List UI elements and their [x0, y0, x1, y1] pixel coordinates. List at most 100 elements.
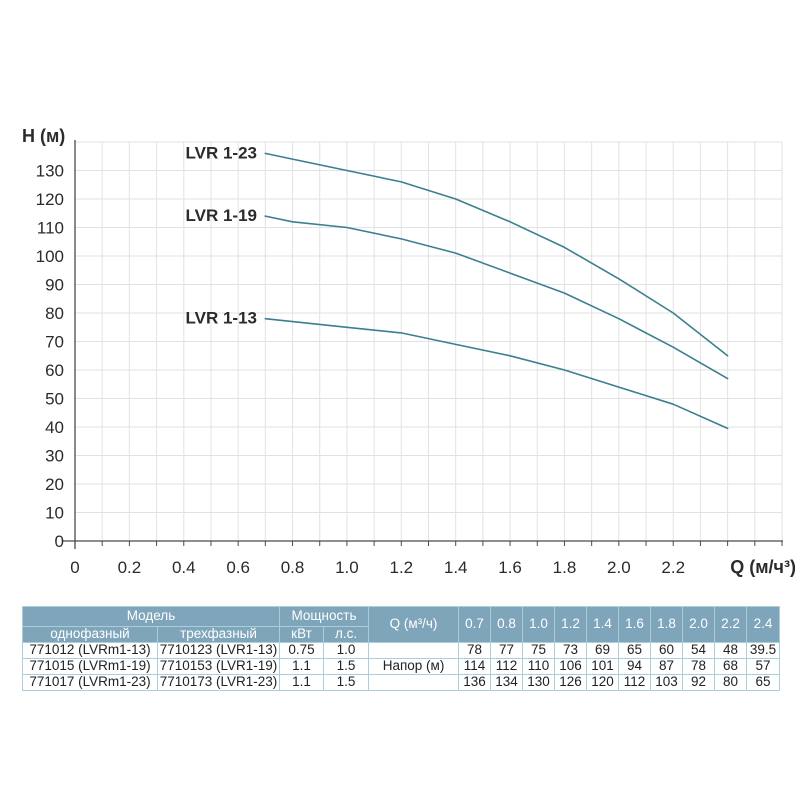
curve-label-lvr-1-13: LVR 1-13 [186, 309, 258, 328]
head-value-cell: 114 [458, 658, 492, 675]
power-hp-cell: 1.5 [322, 658, 370, 675]
col-header-q-value: 1.6 [618, 606, 652, 643]
curve-label-lvr-1-19: LVR 1-19 [186, 206, 258, 225]
head-value-cell: 68 [714, 658, 748, 675]
y-tick-label: 80 [45, 304, 64, 323]
chart-axes [62, 140, 783, 549]
y-tick-label: 100 [36, 247, 64, 266]
power-kw-cell: 0.75 [279, 642, 324, 659]
power-kw-cell: 1.1 [279, 674, 324, 691]
table-header-row-top: Модель Мощность Q (м³/ч) 0.7 0.8 1.0 1.2 1.4… [22, 606, 781, 643]
y-axis-title: H (м) [22, 126, 65, 146]
x-tick-labels: 0 0.2 0.4 0.6 0.8 1.0 1.2 1.4 1.6 1.8 2.0 2.2 [70, 558, 685, 577]
x-tick-label: 0.4 [172, 558, 196, 577]
power-kw-cell: 1.1 [279, 658, 324, 675]
y-tick-label: 130 [36, 162, 64, 181]
head-value-cell: 103 [650, 674, 684, 691]
col-header-q-value: 1.4 [586, 606, 620, 643]
head-value-cell: 112 [490, 658, 524, 675]
col-header-q: Q (м³/ч) [368, 606, 460, 643]
col-header-three-phase: трехфазный [157, 626, 280, 643]
x-tick-label: 2.2 [661, 558, 685, 577]
curve-label-lvr-1-23: LVR 1-23 [186, 143, 258, 162]
col-header-q-value: 0.7 [458, 606, 492, 643]
head-value-cell: 112 [618, 674, 652, 691]
power-hp-cell: 1.5 [322, 674, 370, 691]
x-tick-label: 1.0 [335, 558, 359, 577]
y-tick-label: 90 [45, 276, 64, 295]
napor-cell: Напор (м) [368, 658, 460, 675]
x-tick-label: 1.2 [389, 558, 413, 577]
col-header-q-value: 0.8 [490, 606, 524, 643]
model-single-cell: 771012 (LVRm1-13) [22, 642, 158, 659]
y-tick-label: 60 [45, 361, 64, 380]
col-header-q-value: 1.2 [554, 606, 588, 643]
y-tick-label: 120 [36, 190, 64, 209]
y-tick-label: 50 [45, 390, 64, 409]
x-tick-label: 1.6 [498, 558, 522, 577]
col-header-model: Модель [22, 606, 280, 627]
table-row: 771012 (LVRm1-13) 7710123 (LVR1-13) 0.75 1.… [22, 642, 781, 659]
head-value-cell: 101 [586, 658, 620, 675]
y-tick-label: 30 [45, 447, 64, 466]
y-tick-label: 10 [45, 504, 64, 523]
napor-cell [368, 674, 460, 691]
chart-grid [75, 141, 783, 541]
head-value-cell: 120 [586, 674, 620, 691]
col-header-hp: л.с. [322, 626, 370, 643]
head-value-cell: 126 [554, 674, 588, 691]
model-three-cell: 7710123 (LVR1-13) [157, 642, 280, 659]
head-value-cell: 136 [458, 674, 492, 691]
head-value-cell: 69 [586, 642, 620, 659]
head-value-cell: 54 [682, 642, 716, 659]
curve-lvr-1-23 [264, 152, 729, 357]
head-value-cell: 80 [714, 674, 748, 691]
head-value-cell: 77 [490, 642, 524, 659]
y-tick-label: 20 [45, 475, 64, 494]
x-tick-label: 0.2 [118, 558, 142, 577]
head-value-cell: 39.5 [746, 642, 781, 659]
head-value-cell: 60 [650, 642, 684, 659]
power-hp-cell: 1.0 [322, 642, 370, 659]
col-header-kw: кВт [279, 626, 324, 643]
table-body: 771012 (LVRm1-13) 7710123 (LVR1-13) 0.75 1.… [22, 642, 781, 691]
head-value-cell: 134 [490, 674, 524, 691]
curve-lvr-1-13 [264, 317, 729, 430]
napor-cell [368, 642, 460, 659]
head-value-cell: 73 [554, 642, 588, 659]
head-value-cell: 65 [746, 674, 781, 691]
pump-spec-table: Модель Мощность Q (м³/ч) 0.7 0.8 1.0 1.2 1.4… [22, 606, 781, 691]
x-tick-label: 1.8 [553, 558, 577, 577]
head-value-cell: 65 [618, 642, 652, 659]
head-value-cell: 75 [522, 642, 556, 659]
head-value-cell: 87 [650, 658, 684, 675]
head-value-cell: 48 [714, 642, 748, 659]
model-single-cell: 771017 (LVRm1-23) [22, 674, 158, 691]
table-row: 771017 (LVRm1-23) 7710173 (LVR1-23) 1.1 1.5… [22, 674, 781, 691]
col-header-q-value: 2.4 [746, 606, 781, 643]
col-header-q-value: 2.2 [714, 606, 748, 643]
x-tick-label: 0.6 [226, 558, 250, 577]
head-value-cell: 78 [682, 658, 716, 675]
x-tick-label: 1.4 [444, 558, 468, 577]
col-header-q-value: 2.0 [682, 606, 716, 643]
head-value-cell: 57 [746, 658, 781, 675]
y-tick-label: 70 [45, 333, 64, 352]
model-three-cell: 7710173 (LVR1-23) [157, 674, 280, 691]
head-value-cell: 78 [458, 642, 492, 659]
col-header-q-value: 1.0 [522, 606, 556, 643]
y-tick-label: 0 [55, 532, 64, 551]
model-single-cell: 771015 (LVRm1-19) [22, 658, 158, 675]
col-header-power: Мощность [278, 606, 370, 627]
head-value-cell: 110 [522, 658, 556, 675]
model-three-cell: 7710153 (LVR1-19) [157, 658, 280, 675]
x-tick-label: 0.8 [281, 558, 305, 577]
x-tick-label: 2.0 [607, 558, 631, 577]
x-tick-label: 0 [70, 558, 79, 577]
head-value-cell: 130 [522, 674, 556, 691]
table-row: 771015 (LVRm1-19) 7710153 (LVR1-19) 1.1 1.5… [22, 658, 781, 675]
head-value-cell: 92 [682, 674, 716, 691]
pump-performance-chart: 0 0.2 0.4 0.6 0.8 1.0 1.2 1.4 1.6 1.8 2.0 2.2 0 10 20 3… [22, 126, 796, 577]
y-tick-label: 40 [45, 418, 64, 437]
